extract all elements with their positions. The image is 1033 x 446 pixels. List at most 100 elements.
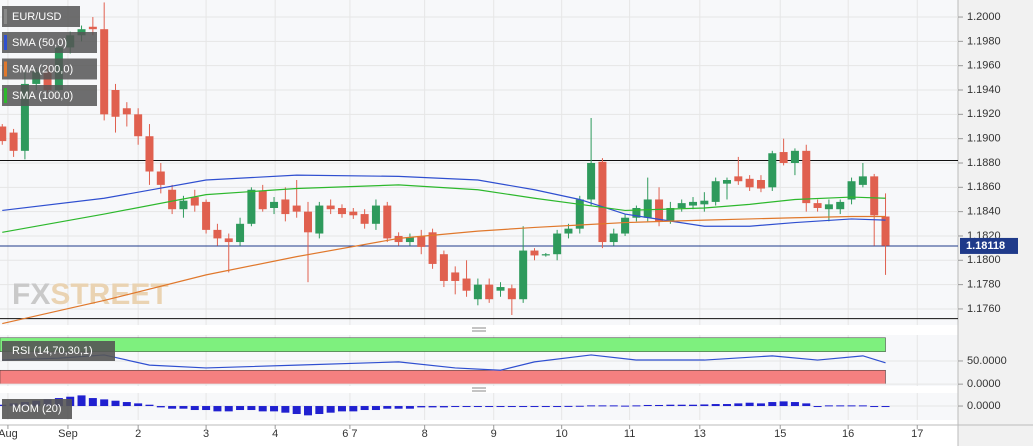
x-tick-label: 3 <box>203 428 209 440</box>
y-tick-label: 1.1960 <box>967 60 1001 72</box>
watermark: FXSTREET <box>12 278 169 311</box>
candle-body <box>43 71 52 91</box>
legend-swatch <box>4 61 7 77</box>
legend-label: SMA (100,0) <box>12 90 73 102</box>
bar <box>383 406 392 409</box>
bar <box>496 406 505 408</box>
bar <box>587 405 596 407</box>
bar <box>349 406 358 412</box>
candle-body <box>858 176 867 185</box>
panel-handle <box>472 327 486 392</box>
legend-label: RSI (14,70,30,1) <box>12 345 93 357</box>
x-tick-label: 15 <box>774 428 786 440</box>
bar <box>371 406 380 411</box>
bar <box>417 406 426 408</box>
bar <box>100 399 109 407</box>
candle-body <box>609 233 618 243</box>
bar <box>519 406 528 408</box>
y-tick-label: 1.2000 <box>967 11 1001 23</box>
bar <box>111 400 120 407</box>
bar <box>700 404 709 407</box>
x-tick-label: Aug <box>0 428 18 440</box>
bar <box>122 402 131 407</box>
candle-body <box>349 211 358 216</box>
candle-body <box>383 205 392 239</box>
candle-body <box>451 272 460 281</box>
bar <box>473 406 482 408</box>
candle-body <box>326 205 335 210</box>
candle-body <box>756 180 765 189</box>
bar <box>145 404 154 407</box>
bar <box>553 406 562 408</box>
legend-label: MOM (20) <box>12 403 62 415</box>
bar <box>881 406 890 408</box>
bar <box>462 406 471 408</box>
candle-body <box>417 235 426 247</box>
candle-body <box>236 223 245 243</box>
line-series <box>2 215 886 325</box>
candle-body <box>405 237 414 243</box>
candle-body <box>643 199 652 218</box>
candle-body <box>689 201 698 206</box>
bar <box>689 404 698 407</box>
candle-body <box>575 199 584 229</box>
x-tick-label: 13 <box>694 428 706 440</box>
y-tick-label: 50.0000 <box>967 355 1007 367</box>
candle-body <box>168 189 177 210</box>
legend-swatch <box>4 35 7 50</box>
candle-body <box>519 250 528 300</box>
bar <box>745 402 754 407</box>
x-tick-label: 4 <box>272 428 278 440</box>
bar <box>337 406 346 412</box>
candle-body <box>485 284 494 300</box>
y-tick-label: 0.0000 <box>967 378 1001 390</box>
bar <box>802 403 811 407</box>
x-tick-label: 2 <box>135 428 141 440</box>
candle-body <box>122 108 131 115</box>
bar <box>666 404 675 407</box>
candle-body <box>745 178 754 188</box>
candle-body <box>145 136 154 172</box>
bar <box>575 405 584 407</box>
bar <box>213 406 222 412</box>
bar <box>541 406 550 408</box>
bar <box>485 406 494 408</box>
candle-body <box>111 90 120 117</box>
candle-body <box>553 233 562 255</box>
bar <box>315 406 324 415</box>
bar <box>598 405 607 407</box>
candle-body <box>530 250 539 256</box>
last-price-label: 1.18118 <box>966 240 1005 252</box>
bar <box>258 406 267 412</box>
candle-body <box>134 114 143 137</box>
band <box>0 369 886 385</box>
x-tick-label: 16 <box>842 428 854 440</box>
x-tick-label: 8 <box>422 428 428 440</box>
candle-body <box>88 26 97 30</box>
bar <box>156 406 165 408</box>
candle-body <box>621 217 630 234</box>
candle-body <box>9 132 18 151</box>
watermark-part: FX <box>12 278 50 311</box>
last-price-box <box>960 237 1018 254</box>
candle-body <box>202 201 211 230</box>
y-tick-label: 1.1860 <box>967 181 1001 193</box>
bar <box>394 406 403 409</box>
candle-body <box>507 288 516 300</box>
bar <box>847 405 856 407</box>
bar <box>270 406 279 412</box>
bar <box>621 405 630 407</box>
legend-box <box>2 399 72 419</box>
candle-body <box>836 201 845 210</box>
candle-body <box>677 203 686 208</box>
bar <box>88 398 97 407</box>
bar <box>428 406 437 408</box>
y-tick-label: 1.1840 <box>967 206 1001 218</box>
line-series <box>2 354 886 371</box>
bar <box>224 406 233 412</box>
candle-body <box>655 199 664 222</box>
bar <box>734 403 743 407</box>
candle-body <box>247 189 256 224</box>
y-tick-label: 1.1760 <box>967 303 1001 315</box>
